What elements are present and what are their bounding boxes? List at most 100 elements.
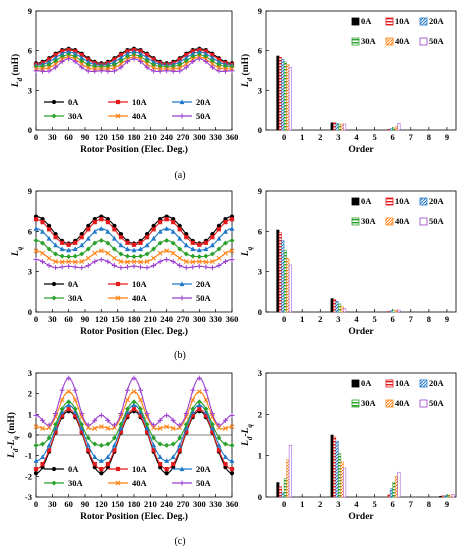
chart-c-left-ytick-label: 0 xyxy=(28,430,32,440)
chart-a-left-point-10A xyxy=(118,52,124,58)
chart-c-left-point-50A xyxy=(229,412,235,418)
chart-b-left-legend-label: 0A xyxy=(68,279,79,289)
chart-b-left-point-30A xyxy=(118,251,124,257)
chart-b-left-point-50A xyxy=(72,264,78,270)
chart-b-left-legend-marker xyxy=(115,295,121,301)
chart-a-left-xtick-label: 360 xyxy=(226,132,239,142)
chart-c-right-bar-10A-order-6 xyxy=(387,494,391,498)
chart-b-right-xtick-label: 9 xyxy=(445,314,449,324)
chart-b-right-legend-label: 50A xyxy=(429,216,445,226)
chart-c-left-point-10A xyxy=(66,407,71,412)
chart-a-right-xtick-label: 3 xyxy=(336,132,340,142)
chart-b-left-point-0A xyxy=(151,223,156,228)
chart-a-left-point-40A xyxy=(85,65,91,71)
chart-c-left-legend-marker xyxy=(51,466,57,472)
chart-a-right-ylabel-main: L xyxy=(241,81,251,88)
chart-b-left-point-40A xyxy=(223,250,228,256)
chart-c-left-point-10A xyxy=(46,448,52,453)
chart-b-left-point-20A xyxy=(46,235,52,241)
chart-c-left-point-50A xyxy=(157,417,163,423)
chart-b-right-ytick-label: 6 xyxy=(258,226,262,236)
chart-c-left-point-30A xyxy=(111,435,117,441)
chart-b-left-point-20A xyxy=(92,229,98,234)
chart-c-right-ytick-label: 3 xyxy=(258,368,262,378)
chart-a-left-point-20A xyxy=(177,59,183,64)
chart-b-right-bar-40A-order-0 xyxy=(286,257,290,313)
chart-a-right-legend-label: 0A xyxy=(361,16,372,26)
chart-b-left-point-30A xyxy=(124,253,130,259)
chart-c-left-xtick-label: 360 xyxy=(226,499,239,509)
chart-c-left-point-50A xyxy=(46,422,52,428)
chart-c-left-point-40A xyxy=(111,425,117,431)
chart-c-right-bar-50A-order-0 xyxy=(288,445,292,498)
chart-c-right-ytick-label: 2 xyxy=(258,409,262,419)
chart-a-left-legend-label: 50A xyxy=(196,111,212,121)
chart-b-left-point-30A xyxy=(229,237,235,243)
chart-c-left-point-20A xyxy=(157,454,163,460)
chart-a-right-xtick-label: 0 xyxy=(282,132,286,142)
chart-c-right-ylabel-sub: d xyxy=(246,436,254,440)
chart-c-left-point-50A xyxy=(72,387,78,393)
chart-b-right-bar-30A-order-6 xyxy=(392,310,396,313)
chart-b-left-point-10A xyxy=(190,240,195,245)
chart-a-left-point-10A xyxy=(79,52,84,58)
chart-b-left-legend-marker xyxy=(179,295,185,301)
chart-b-right-ytick-label: 0 xyxy=(258,307,262,317)
chart-b-left-point-30A xyxy=(196,254,202,260)
chart-b-left-point-20A xyxy=(170,229,176,234)
chart-a-right-bar-50A-order-3 xyxy=(343,123,347,131)
chart-c-left-point-50A xyxy=(203,387,209,393)
chart-b-left-point-10A xyxy=(33,217,39,222)
chart-b-left-point-10A xyxy=(105,220,110,225)
chart-b-left-point-30A xyxy=(190,253,196,259)
chart-a-right-ylabel-unit: (mH) xyxy=(240,54,251,78)
chart-b-left-point-40A xyxy=(40,250,45,256)
chart-b-right-legend-swatch xyxy=(385,197,394,206)
chart-a-right-ytick-label: 9 xyxy=(258,6,262,16)
chart-c-left-point-50A xyxy=(111,422,117,428)
chart-b-left-point-30A xyxy=(216,246,222,252)
chart-c-left-point-20A xyxy=(33,458,39,463)
chart-b-left-ylabel: Lq xyxy=(11,246,24,257)
chart-b-left-point-40A xyxy=(157,250,163,256)
chart-b-left-legend-label: 50A xyxy=(196,293,212,303)
chart-a-right-bar-10A-order-6 xyxy=(387,129,391,131)
chart-a-right-xtick-label: 9 xyxy=(445,132,449,142)
chart-b-left-xtick-label: 120 xyxy=(95,314,108,324)
chart-c-left-point-50A xyxy=(79,410,85,416)
chart-b-left-point-40A xyxy=(72,259,78,265)
chart-a-left-point-20A xyxy=(124,51,130,56)
chart-c-left-point-50A xyxy=(124,387,130,393)
chart-b-left-legend-label: 20A xyxy=(196,279,212,289)
chart-c-right-ytick-label: 1 xyxy=(258,451,262,461)
chart-b-left-point-50A xyxy=(79,265,85,271)
chart-c-left-point-20A xyxy=(183,425,189,431)
chart-a-right-bar-20A-order-3 xyxy=(335,123,339,131)
chart-b-left-point-50A xyxy=(222,259,228,265)
chart-b-right-xlabel: Order xyxy=(348,327,374,337)
chart-c-left-point-0A xyxy=(33,471,39,476)
chart-a-left-xtick-label: 90 xyxy=(81,132,90,142)
chart-c-left-ytick-label: 1 xyxy=(28,409,32,419)
chart-c-left-point-10A xyxy=(131,407,137,412)
chart-b-left-point-30A xyxy=(53,251,59,257)
chart-a-left-point-20A xyxy=(53,55,59,60)
chart-c-left-point-20A xyxy=(79,425,85,431)
chart-a-left-point-50A xyxy=(53,64,59,70)
chart-b-left-point-50A xyxy=(170,259,176,265)
chart-b-right-bar-20A-order-3 xyxy=(335,300,339,313)
chart-b-left-point-40A xyxy=(118,259,124,264)
chart-c-right-xtick-label: 1 xyxy=(300,499,304,509)
chart-a-left-point-50A xyxy=(209,64,215,70)
chart-c-left-xtick-label: 60 xyxy=(64,499,73,509)
chart-b-left-point-30A xyxy=(209,251,215,257)
chart-c-left-legend-marker xyxy=(51,480,57,486)
chart-b-left-point-50A xyxy=(105,259,111,265)
chart-c-left-legend-marker xyxy=(179,466,185,472)
chart-c-left-point-50A xyxy=(131,375,137,381)
chart-c-left-point-20A xyxy=(46,442,52,448)
chart-c-left-xtick-label: 150 xyxy=(111,499,124,509)
chart-c-left-point-40A xyxy=(151,425,157,431)
chart-c-left-point-20A xyxy=(209,425,215,431)
chart-b-left-point-20A xyxy=(209,242,215,248)
